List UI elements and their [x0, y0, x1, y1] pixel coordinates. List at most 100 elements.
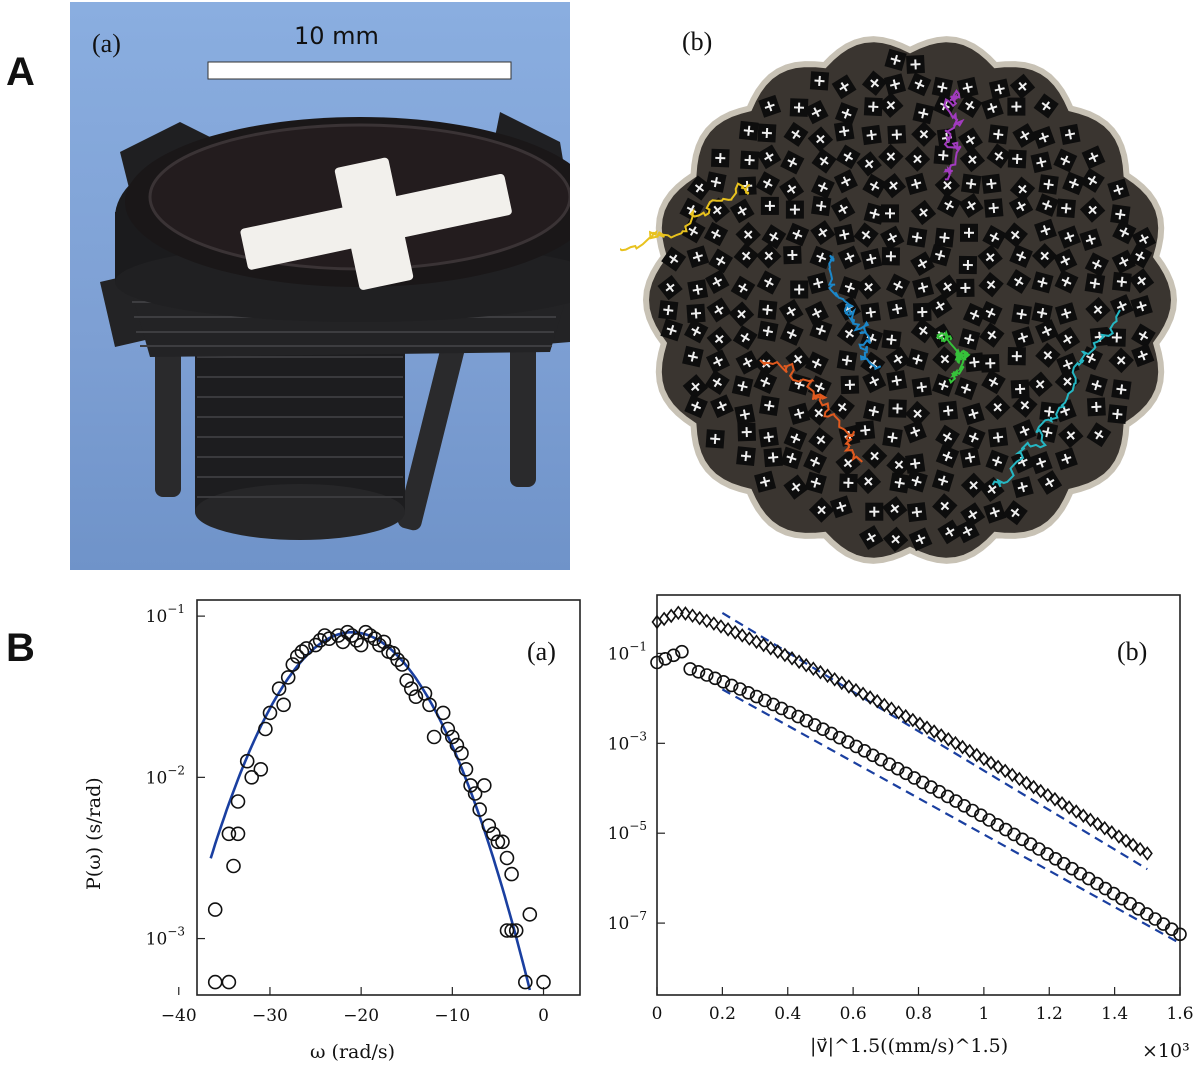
particle — [934, 227, 955, 248]
trajectory — [935, 329, 971, 385]
particle — [962, 302, 987, 327]
data-point — [289, 649, 305, 664]
particle — [905, 453, 926, 474]
data-point — [799, 713, 814, 728]
data-point — [495, 834, 510, 850]
particle — [1131, 343, 1155, 368]
data-point — [687, 608, 699, 624]
particle — [906, 227, 928, 248]
particle — [1011, 303, 1032, 325]
particle — [1035, 193, 1059, 217]
data-point — [807, 661, 819, 677]
particle — [1006, 269, 1032, 294]
particle — [1079, 197, 1106, 223]
y-tick-label: 10−3 — [146, 925, 185, 950]
particle — [684, 394, 708, 419]
x-axis-label: |v⃗|^1.5((mm/s)^1.5) — [810, 1035, 1008, 1057]
particle — [878, 92, 904, 118]
data-point — [517, 974, 533, 990]
data-point — [949, 735, 961, 751]
data-point — [349, 632, 364, 648]
data-point — [1035, 783, 1047, 799]
data-point — [691, 665, 706, 679]
data-point — [683, 662, 697, 676]
data-point — [724, 678, 739, 693]
particle — [1107, 178, 1130, 202]
particle — [735, 221, 761, 248]
data-point — [750, 634, 762, 650]
data-point — [221, 826, 237, 842]
particle — [780, 446, 803, 470]
particle — [778, 299, 804, 324]
x-tick-label: −40 — [161, 1006, 197, 1026]
particle — [958, 193, 984, 219]
particle — [836, 321, 862, 347]
data-point — [253, 762, 269, 777]
particle — [957, 93, 983, 119]
particle — [959, 146, 986, 173]
particle — [829, 495, 853, 519]
data-point — [299, 641, 314, 656]
x-tick-label: 1 — [978, 1004, 989, 1024]
particle — [1053, 248, 1078, 273]
data-point — [490, 834, 506, 850]
particle — [903, 420, 927, 444]
x-tick-label: 0.4 — [774, 1004, 801, 1024]
data-point — [239, 753, 255, 769]
scale-bar-label: 10 mm — [294, 22, 379, 50]
data-point — [1042, 787, 1054, 803]
particle — [830, 197, 856, 222]
data-point — [221, 974, 237, 990]
particle — [1112, 271, 1132, 292]
data-point — [885, 701, 897, 717]
data-point — [1063, 800, 1075, 815]
particle — [684, 319, 709, 344]
data-point — [832, 730, 847, 745]
particle — [809, 245, 833, 270]
particle — [780, 150, 805, 175]
particle — [961, 425, 986, 450]
data-point — [679, 606, 691, 621]
panel-letter-b: B — [6, 626, 35, 670]
data-point — [924, 780, 938, 794]
particle — [956, 278, 975, 298]
data-point — [985, 755, 997, 771]
scale-bar — [207, 61, 512, 80]
data-point — [244, 770, 259, 785]
particle — [758, 94, 782, 118]
particle — [737, 422, 757, 442]
particle — [760, 196, 779, 215]
particle — [861, 443, 888, 469]
particle — [1038, 174, 1059, 195]
particle — [863, 400, 885, 422]
particle — [881, 247, 901, 266]
particle — [908, 527, 933, 552]
particle — [1012, 392, 1038, 418]
data-point — [758, 693, 772, 708]
data-point — [1006, 767, 1018, 783]
particle — [1111, 249, 1136, 274]
x-tick-label: 1.2 — [1036, 1004, 1063, 1024]
particle — [1035, 342, 1061, 368]
data-point — [390, 652, 405, 667]
particle — [887, 125, 907, 145]
particle — [937, 519, 963, 545]
particle — [860, 302, 881, 323]
data-point — [793, 654, 805, 670]
particle — [687, 279, 709, 301]
particle — [1086, 422, 1112, 448]
trajectory — [759, 359, 863, 463]
photo-a-overlay: (a) — [92, 29, 512, 80]
particle — [886, 370, 908, 392]
particle — [880, 225, 905, 250]
particle — [803, 449, 828, 474]
data-point — [694, 610, 706, 626]
particle — [981, 173, 1002, 194]
data-point — [841, 735, 855, 749]
particle — [835, 144, 861, 170]
particle — [756, 144, 782, 170]
particle — [886, 298, 908, 320]
particle — [962, 402, 985, 426]
particle — [862, 369, 887, 394]
data-point — [504, 866, 519, 882]
